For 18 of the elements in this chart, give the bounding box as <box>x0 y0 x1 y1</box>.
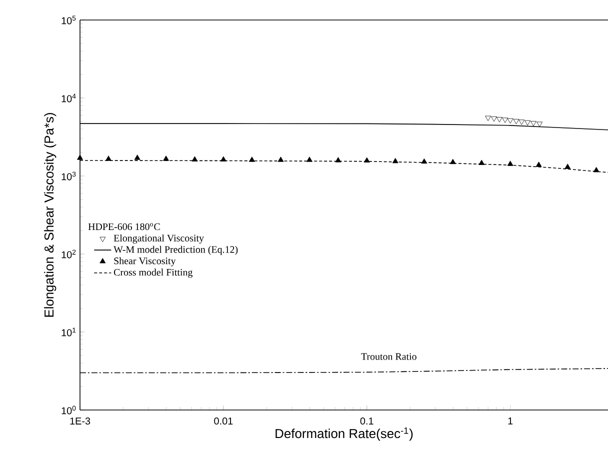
legend-label: Cross model Fitting <box>114 268 193 278</box>
x-axis-title: Deformation Rate(sec$^{-1}$) <box>276 427 413 441</box>
y-axis-title: Elongation & Shear Viscosity (Pa*s) <box>44 112 56 317</box>
y-tick-label: 10$^{1}$ <box>62 328 76 336</box>
annotation: Trouton Ratio <box>361 353 416 360</box>
y-tick-label: 10$^{0}$ <box>62 406 76 414</box>
y-tick-label: 10$^{3}$ <box>62 172 76 180</box>
y-tick-label: 10$^{5}$ <box>62 16 76 24</box>
legend-label: W-M model Prediction (Eq.12) <box>114 246 238 255</box>
y-tick-label: 10$^{2}$ <box>62 250 76 258</box>
x-tick-label: 0.1 <box>360 417 374 425</box>
legend-title: HDPE-606 180$^{o}$C <box>88 223 160 230</box>
y-tick-label: 10$^{4}$ <box>62 94 76 102</box>
x-tick-label: 1 <box>508 417 513 424</box>
legend-label: Elongational Viscosity <box>114 234 204 244</box>
legend-label: Shear Viscosity <box>114 257 176 266</box>
x-tick-label: 0.01 <box>214 417 233 425</box>
x-tick-label: 1E-3 <box>70 417 90 425</box>
